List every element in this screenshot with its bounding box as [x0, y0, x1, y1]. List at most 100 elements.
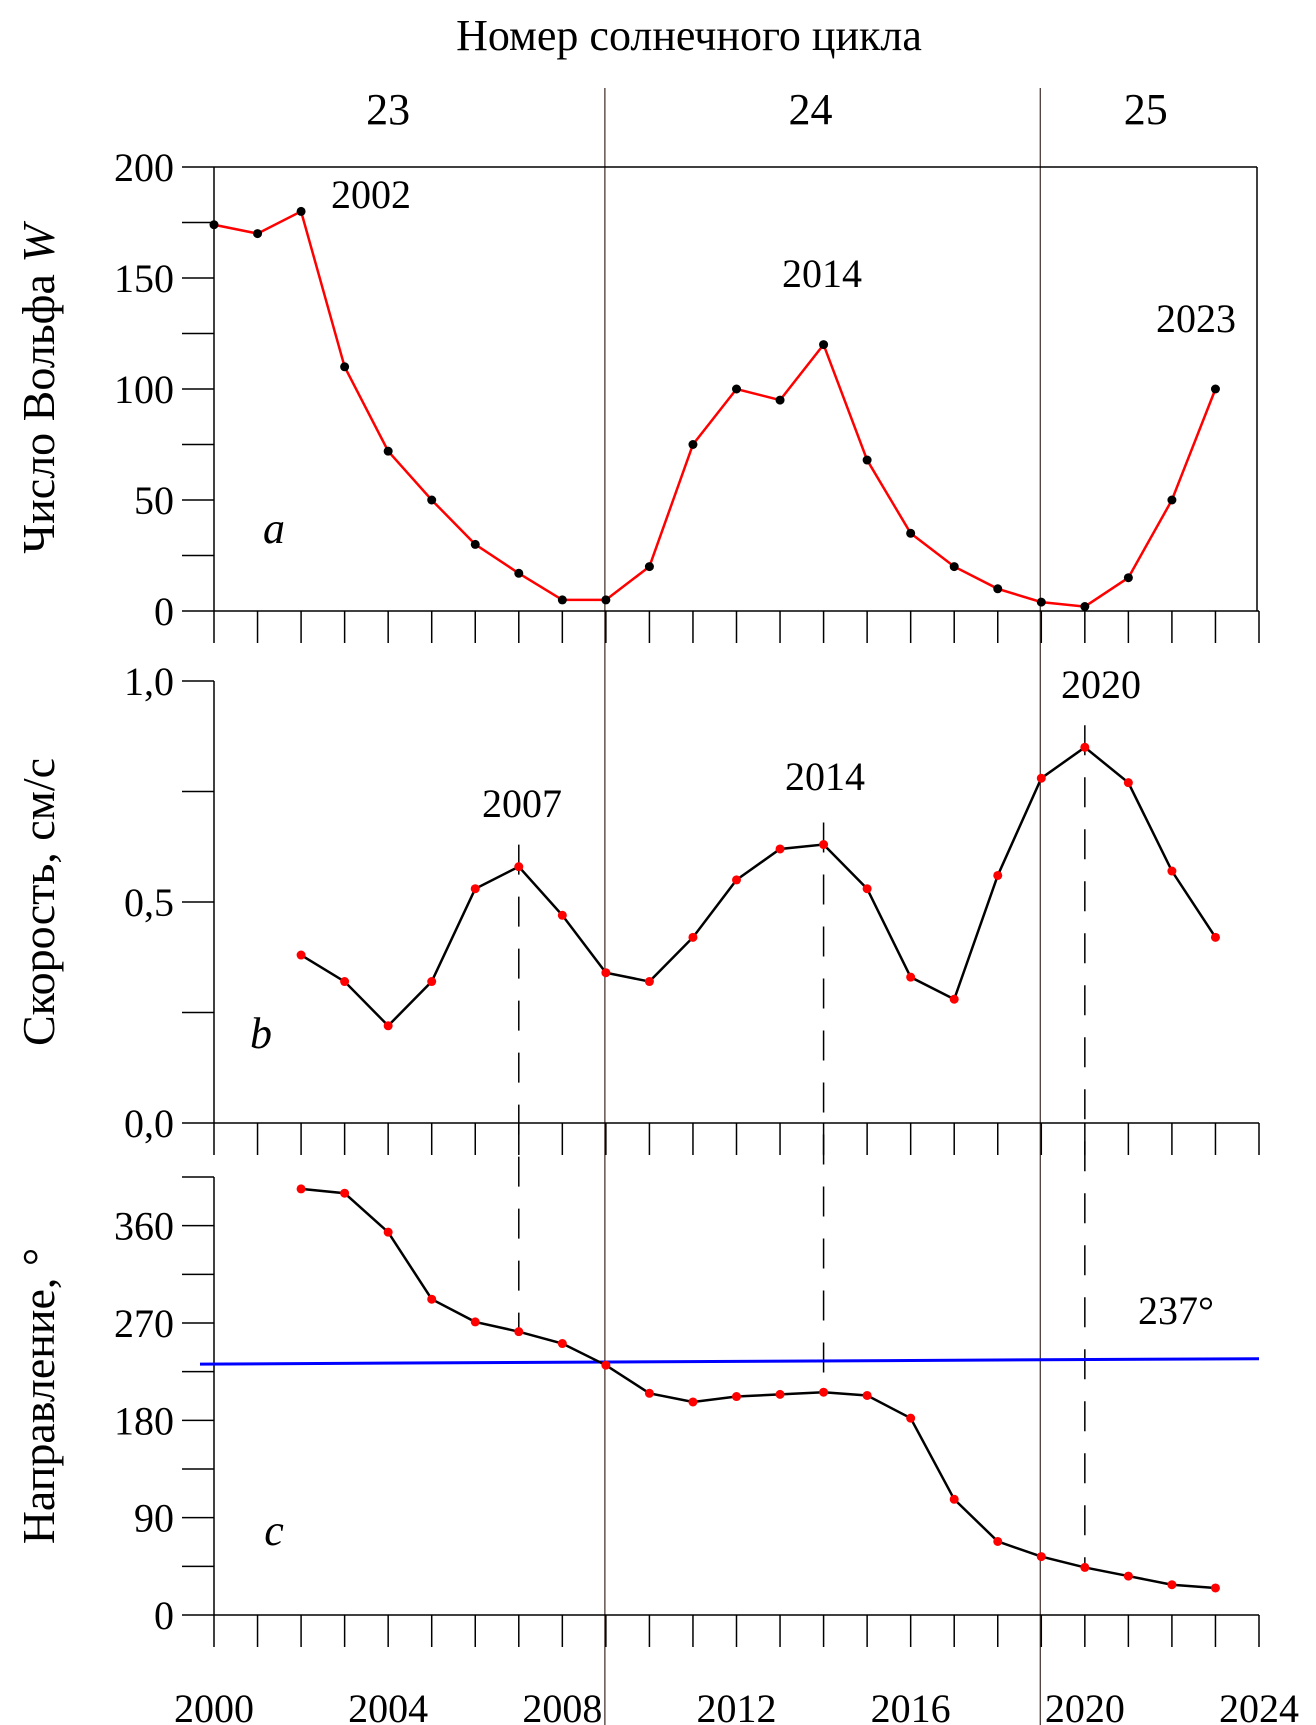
- y-tick-label: 150: [114, 256, 174, 301]
- data-point: [732, 1392, 741, 1402]
- annotation-2002: 2002: [331, 172, 411, 217]
- data-point: [949, 1494, 959, 1504]
- panel-b: 0,0 0,5 1,0 Скорость, см/с b 2007 2014 2020: [13, 659, 1260, 1155]
- y-tick-label: 0: [154, 589, 174, 634]
- data-point: [383, 1227, 393, 1237]
- data-point: [340, 977, 350, 987]
- data-point: [688, 1397, 698, 1407]
- y-tick-label: 50: [134, 478, 174, 523]
- data-point: [296, 1184, 306, 1194]
- data-point: [1080, 742, 1090, 752]
- data-point: [514, 862, 524, 872]
- data-point: [1080, 1562, 1090, 1572]
- data-point: [1167, 866, 1177, 876]
- data-point: [383, 1021, 393, 1031]
- data-point: [906, 1413, 916, 1423]
- data-point: [819, 340, 829, 350]
- data-point: [340, 362, 350, 372]
- data-point: [557, 1339, 567, 1349]
- series-line-a: [213, 209, 1217, 608]
- cycle-number: 24: [789, 85, 833, 134]
- y-tick-label: 360: [114, 1204, 174, 1249]
- data-point: [1036, 773, 1046, 783]
- y-tick-label: 1,0: [124, 659, 174, 704]
- y-axis-label: Число Вольфа W: [13, 221, 64, 554]
- annotation-2020: 2020: [1061, 662, 1141, 707]
- y-axis-label-text: Скорость, см/с: [13, 758, 64, 1046]
- cycle-labels: 23 24 25: [366, 85, 1168, 134]
- data-point: [514, 568, 524, 578]
- y-tick-label: 0: [154, 1593, 174, 1638]
- panel-letter-b: b: [250, 1009, 272, 1058]
- y-tick-label: 100: [114, 367, 174, 412]
- data-point: [296, 206, 306, 216]
- data-point: [340, 1188, 350, 1198]
- y-tick-label: 270: [114, 1301, 174, 1346]
- x-tick-label: 2004: [348, 1686, 428, 1725]
- data-point: [296, 950, 306, 960]
- data-point: [253, 229, 263, 239]
- data-point: [732, 384, 741, 394]
- data-point: [1080, 602, 1090, 612]
- data-point: [601, 1360, 611, 1370]
- y-tick-label: 200: [114, 145, 174, 190]
- mean-direction-line: [199, 1357, 1260, 1366]
- data-point: [906, 528, 916, 538]
- y-axis-label: Направление, °: [13, 1248, 64, 1545]
- y-axis-label-variable: W: [13, 221, 64, 263]
- data-point: [993, 584, 1003, 594]
- data-point: [601, 968, 611, 978]
- x-tick-label: 2016: [871, 1686, 951, 1725]
- y-tick-label: 0,5: [124, 880, 174, 925]
- data-point: [1167, 1580, 1177, 1590]
- y-axis-label: Скорость, см/с: [13, 758, 64, 1046]
- data-point: [775, 844, 785, 854]
- x-tick-label: 2000: [174, 1686, 254, 1725]
- panel-c: 0 90 180 270 360 Направление, ° c 237°: [13, 1176, 1260, 1647]
- mean-direction-label: 237°: [1138, 1288, 1214, 1333]
- data-point: [775, 1389, 785, 1399]
- cycle-boundary-lines: [604, 88, 1041, 1725]
- data-point: [732, 875, 741, 885]
- data-point: [1036, 597, 1046, 607]
- data-point: [862, 884, 872, 894]
- data-point: [688, 932, 698, 942]
- y-tick-label: 90: [134, 1496, 174, 1541]
- data-point: [470, 539, 480, 549]
- data-point: [1123, 778, 1133, 788]
- annotation-2023: 2023: [1156, 296, 1236, 341]
- data-point: [470, 1317, 480, 1327]
- data-point: [993, 870, 1003, 880]
- data-point: [819, 840, 829, 850]
- data-point: [514, 1327, 524, 1337]
- data-point: [470, 884, 480, 894]
- dashed-year-markers: [518, 725, 1086, 1568]
- series-line-c: [300, 1187, 1216, 1590]
- data-point: [1123, 573, 1133, 583]
- data-point: [819, 1387, 829, 1397]
- panel-letter-a: a: [263, 504, 285, 553]
- data-point: [1123, 1571, 1133, 1581]
- data-point: [775, 395, 785, 405]
- data-point: [557, 910, 567, 920]
- y-tick-label: 0,0: [124, 1101, 174, 1146]
- data-point: [949, 562, 959, 572]
- data-point: [601, 595, 611, 605]
- y-axis-label-text: Число Вольфа: [13, 263, 64, 554]
- y-tick-label: 180: [114, 1398, 174, 1443]
- x-tick-label: 2020: [1045, 1686, 1125, 1725]
- data-point: [427, 1294, 437, 1304]
- data-point: [383, 446, 393, 456]
- cycle-number: 25: [1124, 85, 1168, 134]
- panel-letter-c: c: [264, 1506, 284, 1555]
- data-point: [906, 972, 916, 982]
- data-point: [862, 455, 872, 465]
- data-point: [644, 562, 654, 572]
- data-point: [557, 595, 567, 605]
- data-point: [427, 977, 437, 987]
- x-tick-label: 2008: [522, 1686, 602, 1725]
- annotation-2014: 2014: [782, 251, 862, 296]
